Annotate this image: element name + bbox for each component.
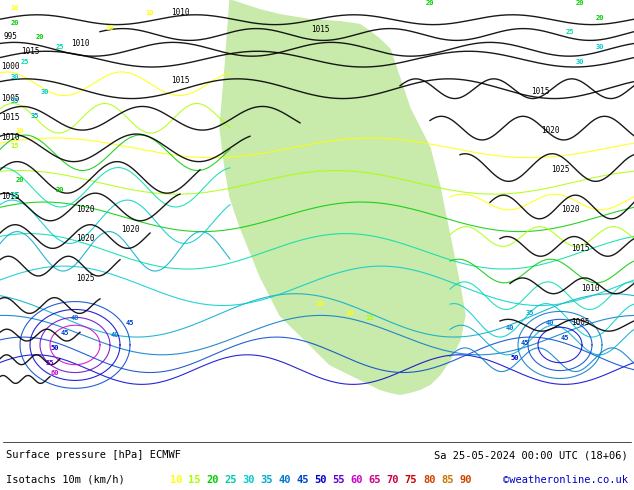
Text: 25: 25: [224, 475, 236, 485]
Text: 10: 10: [106, 24, 114, 30]
Text: 20: 20: [36, 34, 44, 40]
Text: 25: 25: [56, 44, 64, 50]
Text: 45: 45: [560, 335, 569, 341]
Text: 35: 35: [526, 310, 534, 317]
Text: 40: 40: [71, 315, 79, 321]
Text: 1010: 1010: [71, 39, 89, 49]
Text: 50: 50: [511, 355, 519, 361]
Text: 30: 30: [576, 59, 585, 65]
Text: 1010: 1010: [171, 8, 190, 17]
Text: 995: 995: [3, 32, 17, 42]
Text: 1020: 1020: [120, 224, 139, 234]
Text: 20: 20: [16, 177, 24, 183]
Text: 20: 20: [11, 20, 19, 25]
Text: 1020: 1020: [541, 126, 559, 135]
Text: 35: 35: [260, 475, 273, 485]
Text: Surface pressure [hPa] ECMWF: Surface pressure [hPa] ECMWF: [6, 450, 181, 460]
Text: 1010: 1010: [581, 284, 599, 293]
Text: 45: 45: [521, 340, 529, 346]
Text: 1015: 1015: [531, 87, 549, 96]
Text: 45: 45: [126, 320, 134, 326]
Text: 80: 80: [423, 475, 436, 485]
Text: 55: 55: [46, 360, 55, 366]
Text: 15: 15: [366, 315, 374, 321]
Text: 1020: 1020: [560, 205, 579, 214]
Text: 1015: 1015: [1, 192, 19, 201]
Text: 15: 15: [11, 143, 19, 149]
Text: 85: 85: [441, 475, 453, 485]
Text: 45: 45: [61, 330, 69, 336]
Text: 90: 90: [459, 475, 472, 485]
Text: 35: 35: [11, 98, 19, 104]
Text: 35: 35: [31, 113, 39, 119]
Text: 20: 20: [576, 0, 585, 6]
Text: 1015: 1015: [1, 113, 19, 122]
Text: 25: 25: [21, 59, 29, 65]
Text: 1020: 1020: [75, 234, 94, 244]
Text: 40: 40: [546, 320, 554, 326]
Text: 10: 10: [11, 5, 19, 11]
Text: 40: 40: [278, 475, 291, 485]
Text: 1025: 1025: [75, 274, 94, 283]
Text: 20: 20: [56, 187, 64, 193]
Text: 75: 75: [405, 475, 417, 485]
Text: 1015: 1015: [311, 24, 329, 33]
Text: 20: 20: [206, 475, 219, 485]
Text: 30: 30: [596, 44, 604, 50]
Text: 1015: 1015: [171, 76, 190, 85]
Text: 30: 30: [242, 475, 255, 485]
Text: 10: 10: [346, 310, 354, 317]
Text: ©weatheronline.co.uk: ©weatheronline.co.uk: [503, 475, 628, 485]
Text: Isotachs 10m (km/h): Isotachs 10m (km/h): [6, 475, 131, 485]
Text: 55: 55: [332, 475, 345, 485]
Text: 45: 45: [297, 475, 309, 485]
Text: 1010: 1010: [1, 133, 19, 142]
Text: 10: 10: [170, 475, 183, 485]
Text: 20: 20: [306, 0, 314, 1]
Text: 1015: 1015: [571, 245, 589, 253]
Text: 20: 20: [426, 0, 434, 6]
Text: Sa 25-05-2024 00:00 UTC (18+06): Sa 25-05-2024 00:00 UTC (18+06): [434, 450, 628, 460]
Text: 10: 10: [16, 128, 24, 134]
Text: 1015: 1015: [21, 47, 39, 56]
Text: 60: 60: [51, 369, 59, 375]
Text: 1000: 1000: [1, 62, 19, 71]
Text: 60: 60: [351, 475, 363, 485]
Text: 65: 65: [369, 475, 381, 485]
Text: 40: 40: [111, 332, 119, 338]
Text: 1025: 1025: [551, 166, 569, 174]
Text: 25: 25: [566, 29, 574, 35]
Text: 10: 10: [316, 300, 324, 307]
Text: 70: 70: [387, 475, 399, 485]
Text: 30: 30: [11, 74, 19, 80]
Text: 40: 40: [506, 325, 514, 331]
Text: 1005: 1005: [571, 318, 589, 327]
Text: 15: 15: [188, 475, 200, 485]
Text: 25: 25: [11, 192, 19, 198]
Text: 1020: 1020: [75, 205, 94, 214]
Text: 50: 50: [314, 475, 327, 485]
Text: 1005: 1005: [1, 94, 19, 102]
Text: 50: 50: [51, 345, 59, 351]
Text: 10: 10: [146, 10, 154, 16]
Text: 20: 20: [596, 15, 604, 21]
Polygon shape: [220, 0, 465, 394]
Text: 30: 30: [41, 89, 49, 95]
